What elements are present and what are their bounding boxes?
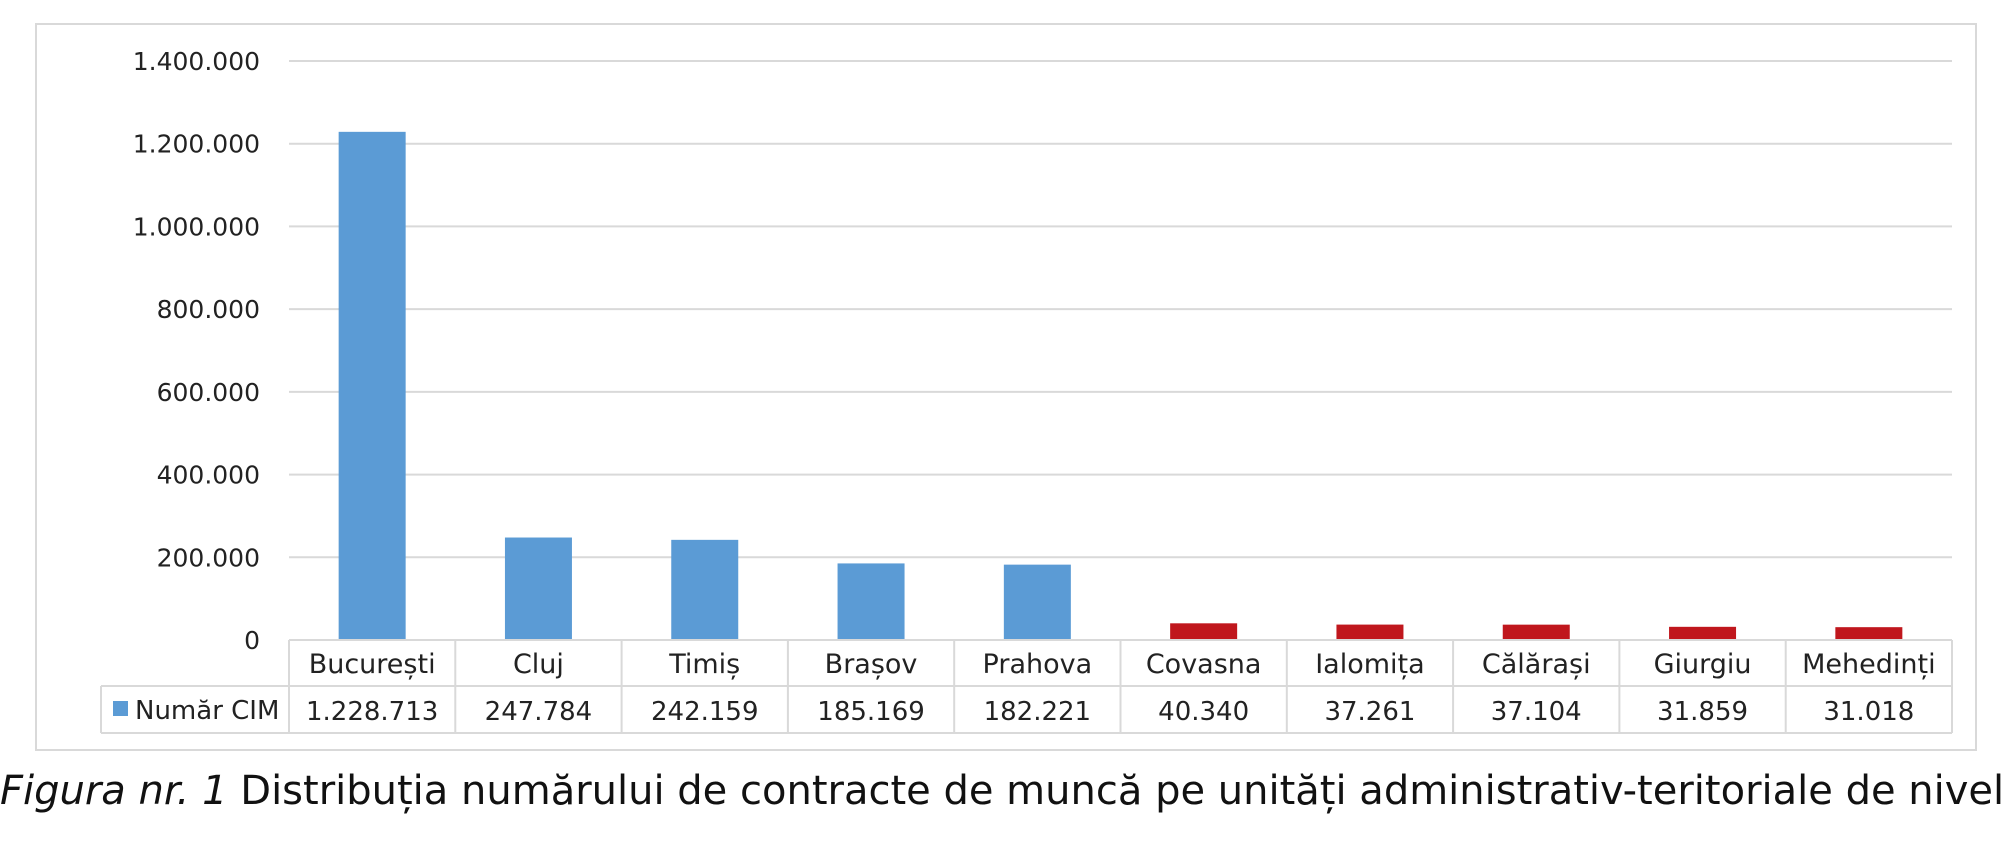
legend-series-name: Număr CIM bbox=[135, 696, 279, 726]
data-table-value-6: 40.340 bbox=[1158, 697, 1249, 727]
data-table-value-4: 185.169 bbox=[817, 697, 925, 727]
y-tick-label-6: 1.200.000 bbox=[133, 130, 260, 159]
bar-8 bbox=[1502, 624, 1570, 640]
bar-3 bbox=[671, 539, 739, 640]
data-table-value-5: 182.221 bbox=[984, 697, 1092, 727]
data-table-value-2: 247.784 bbox=[485, 697, 593, 727]
y-tick-label-1: 200.000 bbox=[157, 543, 260, 572]
x-category-label-8: Călărași bbox=[1482, 649, 1591, 680]
data-table-value-8: 37.104 bbox=[1491, 697, 1582, 727]
x-category-label-3: Timiș bbox=[668, 649, 740, 680]
bar-5 bbox=[1003, 564, 1071, 640]
y-tick-label-4: 800.000 bbox=[157, 295, 260, 324]
data-table-value-9: 31.859 bbox=[1657, 697, 1748, 727]
y-tick-label-5: 1.000.000 bbox=[133, 212, 260, 241]
bar-6 bbox=[1170, 623, 1238, 640]
y-tick-label-3: 600.000 bbox=[157, 378, 260, 407]
bar-9 bbox=[1669, 626, 1737, 640]
bar-1 bbox=[338, 131, 406, 640]
x-category-label-7: Ialomița bbox=[1315, 649, 1424, 680]
data-table-value-10: 31.018 bbox=[1823, 697, 1914, 727]
data-table-value-1: 1.228.713 bbox=[306, 697, 438, 727]
caption-text: Distribuția numărului de contracte de mu… bbox=[227, 768, 2013, 814]
x-category-label-4: Brașov bbox=[825, 649, 918, 680]
x-category-label-10: Mehedinți bbox=[1802, 649, 1935, 680]
caption-label: Figura nr. 1 bbox=[0, 768, 228, 814]
chart-frame bbox=[35, 23, 1977, 751]
x-category-label-9: Giurgiu bbox=[1654, 649, 1752, 680]
y-tick-label-2: 400.000 bbox=[157, 461, 260, 490]
y-tick-label-0: 0 bbox=[244, 626, 260, 655]
figure-caption: Figura nr. 1 Distribuția numărului de co… bbox=[0, 768, 2013, 814]
data-table-value-3: 242.159 bbox=[651, 697, 759, 727]
x-category-label-2: Cluj bbox=[513, 649, 564, 680]
bar-7 bbox=[1336, 624, 1404, 640]
x-category-label-5: Prahova bbox=[983, 649, 1093, 680]
y-tick-label-7: 1.400.000 bbox=[133, 47, 260, 76]
bar-2 bbox=[504, 537, 572, 640]
x-category-label-1: București bbox=[309, 649, 436, 680]
data-table-value-7: 37.261 bbox=[1324, 697, 1415, 727]
bar-4 bbox=[837, 563, 905, 640]
bar-chart: 0 200.000 400.000 600.000 800.000 1.000.000 1.… bbox=[100, 47, 1953, 734]
x-category-label-6: Covasna bbox=[1146, 649, 1262, 680]
legend-marker bbox=[113, 701, 128, 716]
bar-10 bbox=[1835, 627, 1903, 640]
